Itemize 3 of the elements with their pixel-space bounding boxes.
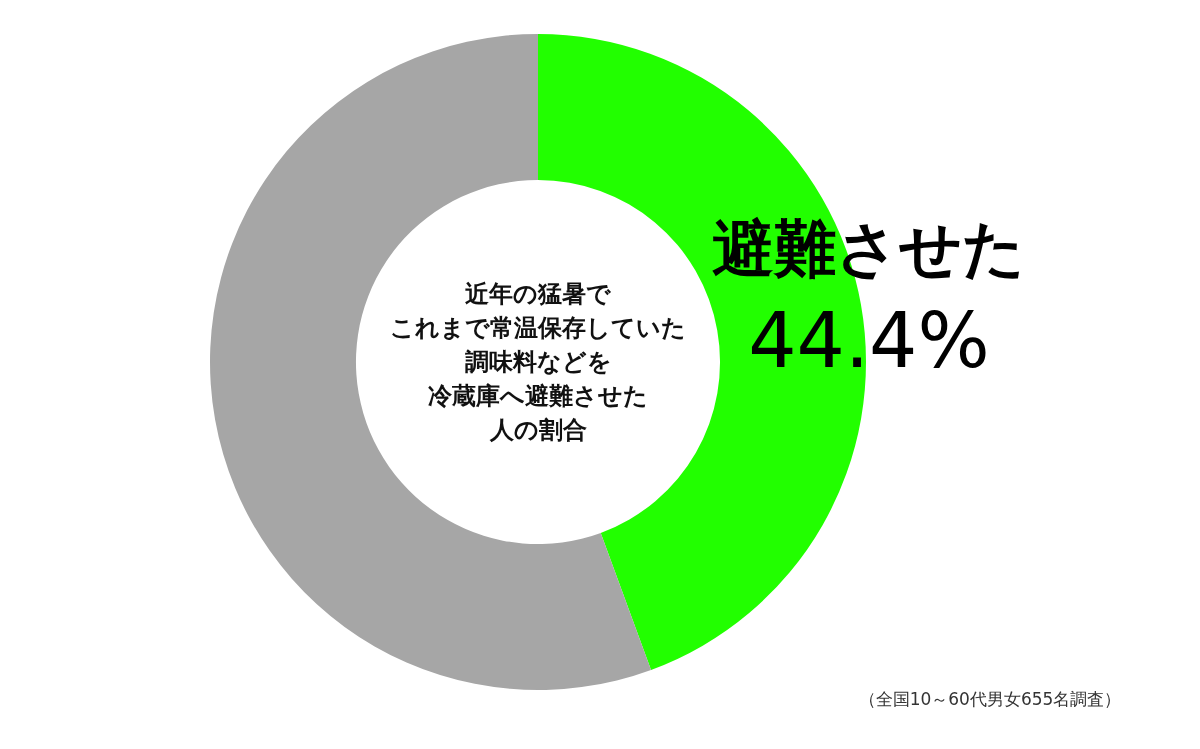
text: （全国10～60代男女655名調査） bbox=[858, 689, 1122, 709]
slice-label: 避難させた bbox=[712, 211, 1026, 285]
text: 近年の猛暑でこれまで常温保存していた調味料などを冷蔵庫へ避難させた人の割合 bbox=[390, 280, 686, 444]
